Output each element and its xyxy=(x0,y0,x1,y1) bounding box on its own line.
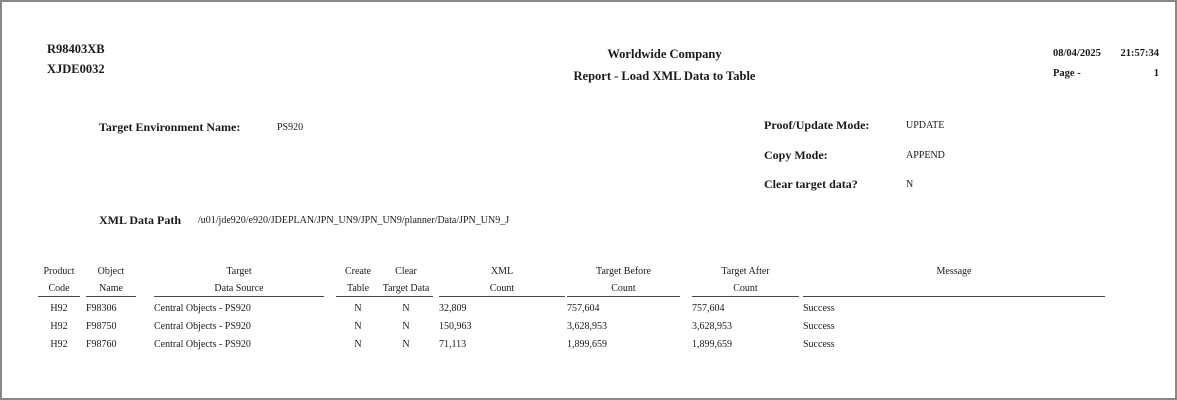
cell-create-table: N xyxy=(354,339,362,350)
cell-target-before-count: 1,899,659 xyxy=(567,339,607,350)
column-header-line: Target Data xyxy=(382,283,430,294)
cell-target-data-source: Central Objects - PS920 xyxy=(154,321,251,332)
column-header-target-data-source: Target Data Source xyxy=(154,261,324,297)
column-header-line: Count xyxy=(489,283,515,294)
column-header-line: Count xyxy=(733,283,758,294)
cell-create-table: N xyxy=(354,321,362,332)
date-time-line: 08/04/2025 21:57:34 xyxy=(1053,48,1159,59)
column-header-line: XML xyxy=(490,266,514,277)
target-environment-value: PS920 xyxy=(277,122,304,133)
column-header-line: Object xyxy=(97,266,125,277)
company-name: Worldwide Company xyxy=(607,47,722,61)
cell-target-data-source: Central Objects - PS920 xyxy=(154,339,251,350)
column-header-line: Name xyxy=(99,283,123,294)
cell-object-name: F98750 xyxy=(86,321,117,332)
cell-xml-count: 71,113 xyxy=(439,339,467,350)
column-header-line: Create xyxy=(344,266,372,277)
cell-create-table: N xyxy=(354,303,362,314)
cell-xml-count: 32,809 xyxy=(439,303,467,314)
cell-product-code: H92 xyxy=(50,339,68,350)
clear-target-data-value: N xyxy=(906,179,914,190)
copy-mode-label: Copy Mode: xyxy=(764,148,828,162)
report-id-block: R98403XB XJDE0032 xyxy=(47,39,105,79)
cell-target-after-count: 1,899,659 xyxy=(692,339,732,350)
column-header-line: Count xyxy=(611,283,636,294)
cell-object-name: F98760 xyxy=(86,339,117,350)
page-line: Page - 1 xyxy=(1053,68,1159,79)
column-header-target-after-count: Target After Count xyxy=(692,261,799,297)
column-header-line: Target After xyxy=(721,266,770,277)
cell-target-after-count: 3,628,953 xyxy=(692,321,732,332)
xml-data-path-label: XML Data Path xyxy=(99,213,181,227)
proof-update-mode-value: UPDATE xyxy=(906,120,945,131)
cell-target-data-source: Central Objects - PS920 xyxy=(154,303,251,314)
column-header-create-table: Create Table xyxy=(336,261,380,297)
column-header-line: Code xyxy=(48,283,70,294)
cell-clear-target-data: N xyxy=(402,321,410,332)
report-date: 08/04/2025 xyxy=(1053,48,1101,59)
proof-update-mode-label: Proof/Update Mode: xyxy=(764,118,870,132)
report-version: XJDE0032 xyxy=(47,62,105,76)
cell-clear-target-data: N xyxy=(402,303,410,314)
table-row: H92 F98750 Central Objects - PS920 N N 1… xyxy=(2,321,1175,339)
report-meta: 08/04/2025 21:57:34 Page - 1 xyxy=(1053,2,1159,92)
report-title: Report - Load XML Data to Table xyxy=(573,69,756,83)
cell-message: Success xyxy=(803,303,835,314)
cell-object-name: F98306 xyxy=(86,303,117,314)
cell-message: Success xyxy=(803,321,835,332)
column-header-line: Target Before xyxy=(596,266,651,277)
cell-product-code: H92 xyxy=(50,303,68,314)
table-row: H92 F98760 Central Objects - PS920 N N 7… xyxy=(2,339,1175,357)
copy-mode-value: APPEND xyxy=(906,150,945,161)
clear-target-data-label: Clear target data? xyxy=(764,177,858,191)
report-time: 21:57:34 xyxy=(1120,48,1160,59)
cell-xml-count: 150,963 xyxy=(439,321,472,332)
column-header-xml-count: XML Count xyxy=(439,261,565,297)
column-header-line: Product xyxy=(43,266,75,277)
report-id: R98403XB xyxy=(47,42,105,56)
column-header-line: Message xyxy=(936,266,972,277)
cell-target-before-count: 757,604 xyxy=(567,303,600,314)
cell-target-before-count: 3,628,953 xyxy=(567,321,607,332)
xml-data-path-value: /u01/jde920/e920/JDEPLAN/JPN_UN9/JPN_UN9… xyxy=(198,215,510,226)
page-label: Page - xyxy=(1053,68,1081,79)
column-header-target-before-count: Target Before Count xyxy=(567,261,680,297)
cell-clear-target-data: N xyxy=(402,339,410,350)
column-header-line: Clear xyxy=(395,266,417,277)
column-header-message: Message xyxy=(803,261,1105,297)
cell-target-after-count: 757,604 xyxy=(692,303,725,314)
table-row: H92 F98306 Central Objects - PS920 N N 3… xyxy=(2,303,1175,321)
column-header-product-code: Product Code xyxy=(38,261,80,297)
column-header-line: Data Source xyxy=(214,283,264,294)
cell-message: Success xyxy=(803,339,835,350)
column-header-line: Table xyxy=(346,283,370,294)
page-number: 1 xyxy=(1153,68,1159,79)
column-header-line: Target xyxy=(226,266,252,277)
column-header-object-name: Object Name xyxy=(86,261,136,297)
cell-product-code: H92 xyxy=(50,321,68,332)
column-header-clear-target-data: Clear Target Data xyxy=(379,261,433,297)
target-environment-label: Target Environment Name: xyxy=(99,120,241,134)
